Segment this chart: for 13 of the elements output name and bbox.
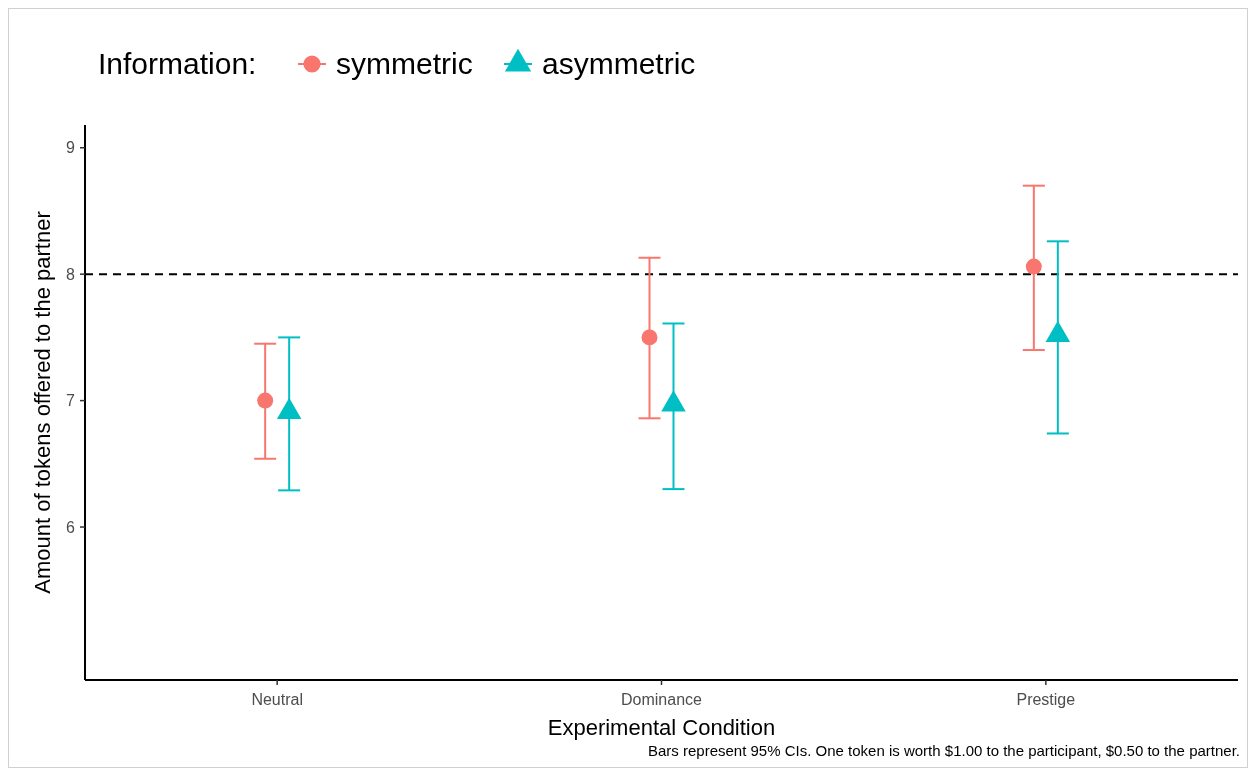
legend-title: Information: bbox=[98, 47, 257, 80]
x-axis-title: Experimental Condition bbox=[547, 715, 776, 740]
text: Bars represent 95% CIs. One token is worth $1.00 to the participant, $0.50 to the partner. bbox=[647, 742, 1240, 759]
x-tick-label: Neutral bbox=[251, 691, 303, 708]
y-tick-label: 9 bbox=[66, 139, 76, 157]
legend-label: asymmetric bbox=[542, 47, 696, 80]
y-tick-label: 7 bbox=[66, 392, 76, 410]
y-axis-title: Amount of tokens offered to the partner bbox=[30, 211, 55, 594]
y-tick-label: 6 bbox=[66, 518, 76, 536]
x-tick-label: Dominance bbox=[621, 691, 703, 708]
x-tick-label: Prestige bbox=[1016, 691, 1076, 708]
legend-label: symmetric bbox=[336, 47, 473, 80]
y-tick-label: 8 bbox=[66, 265, 76, 283]
